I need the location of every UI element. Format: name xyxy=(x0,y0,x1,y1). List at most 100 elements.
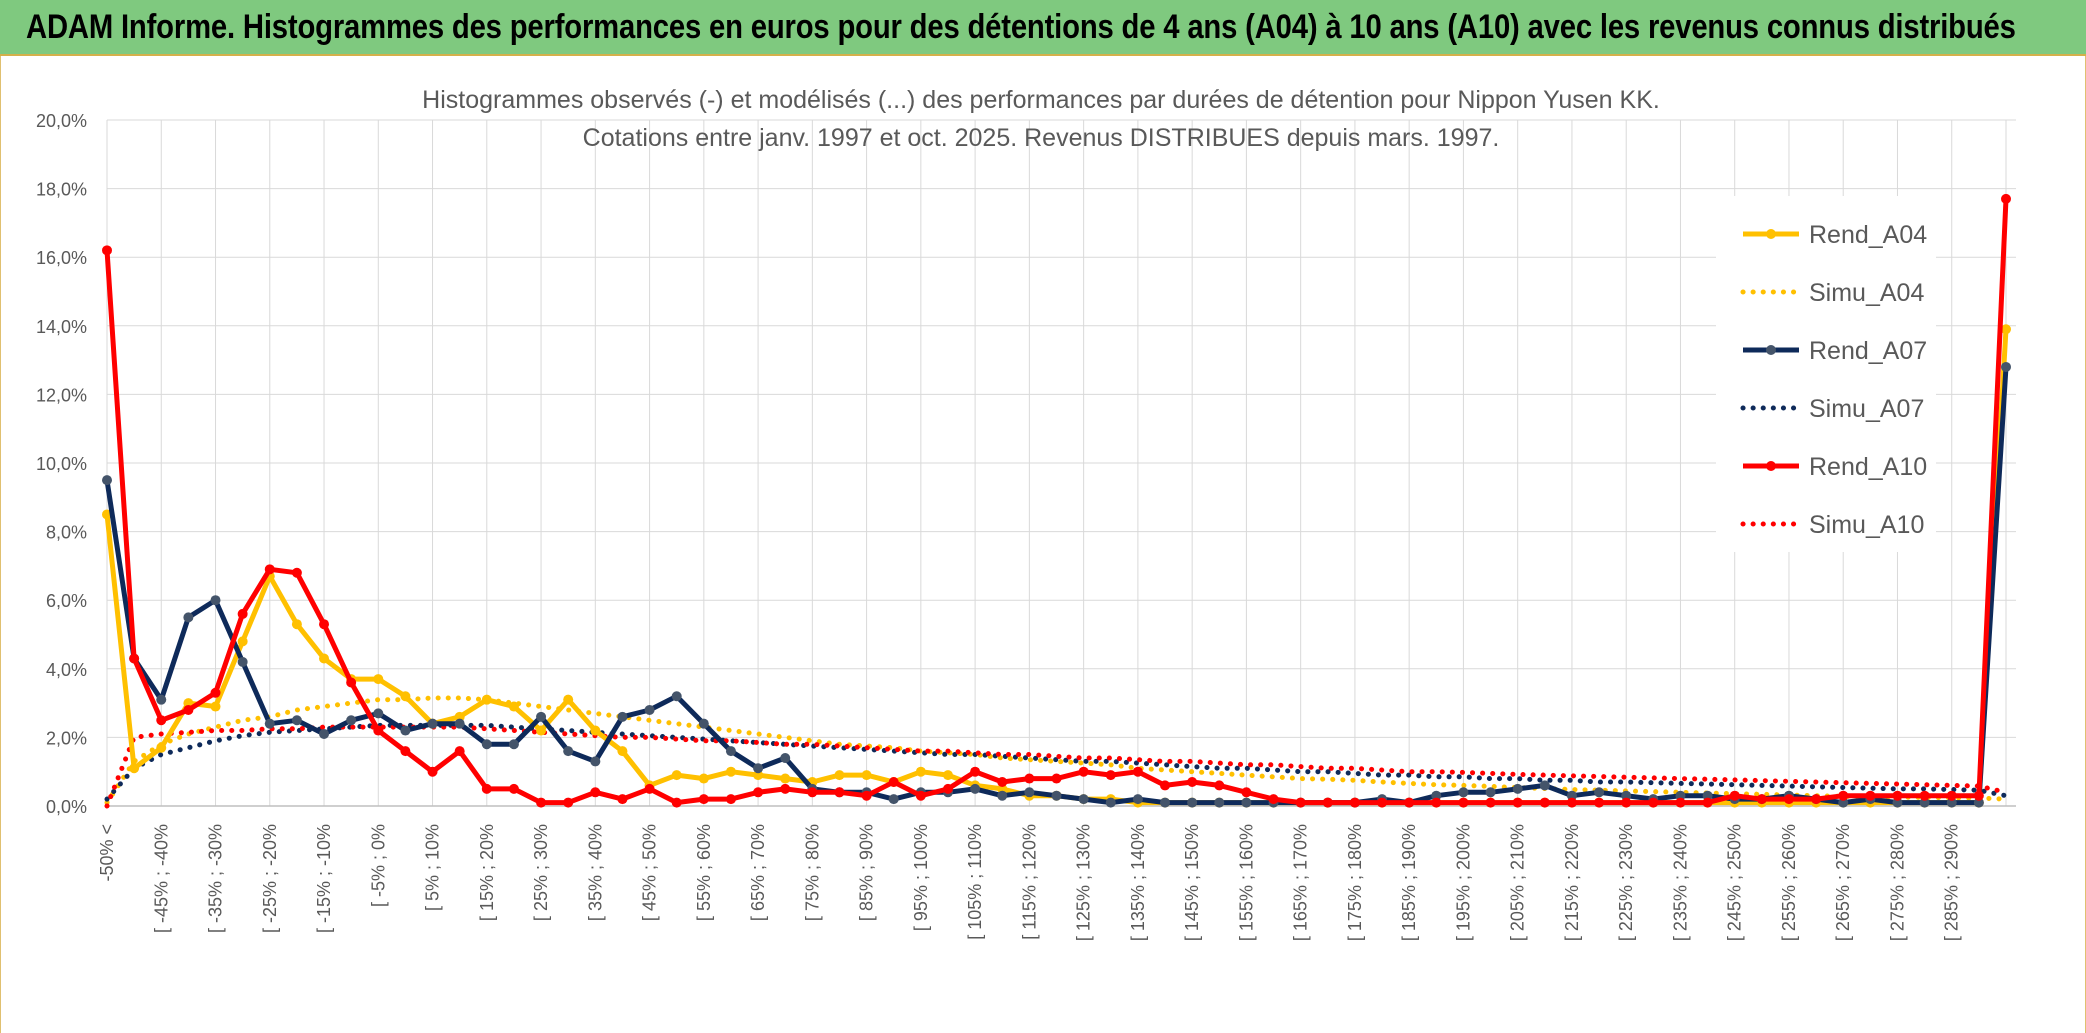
data-point xyxy=(915,766,926,777)
data-point xyxy=(156,715,167,726)
data-point xyxy=(1485,797,1496,808)
data-point xyxy=(264,564,275,575)
data-point xyxy=(942,770,953,781)
data-point xyxy=(1892,790,1903,801)
data-point xyxy=(400,691,411,702)
x-tick-label: [ 195% ; 200% xyxy=(1453,824,1473,941)
data-point xyxy=(807,787,818,798)
data-point xyxy=(617,794,628,805)
data-point xyxy=(1621,797,1632,808)
x-tick-label: [ 125% ; 130% xyxy=(1074,824,1094,941)
y-tick-label: 0,0% xyxy=(46,797,87,817)
data-point xyxy=(1539,780,1550,791)
data-point xyxy=(1214,780,1225,791)
data-point xyxy=(1675,790,1686,801)
data-point xyxy=(400,746,411,757)
data-point xyxy=(1241,787,1252,798)
data-point xyxy=(481,783,492,794)
data-point xyxy=(1051,790,1062,801)
y-tick-label: 8,0% xyxy=(46,523,87,543)
data-point xyxy=(1729,790,1740,801)
x-tick-label: [ 105% ; 110% xyxy=(965,824,985,940)
data-point xyxy=(644,704,655,715)
data-point xyxy=(1024,773,1035,784)
legend-marker xyxy=(1766,229,1776,239)
data-point xyxy=(888,794,899,805)
x-tick-label: [ -15% ; -10% xyxy=(314,824,334,933)
data-point xyxy=(264,718,275,729)
x-tick-label: [ 35% ; 40% xyxy=(585,824,605,921)
data-point xyxy=(536,711,547,722)
data-point xyxy=(1458,787,1469,798)
x-tick-label: [ -45% ; -40% xyxy=(151,824,171,933)
x-tick-label: [ 265% ; 270% xyxy=(1833,824,1853,941)
y-tick-label: 6,0% xyxy=(46,591,87,611)
chart-title: Histogrammes observés (-) et modélisés (… xyxy=(422,86,1660,114)
data-point xyxy=(1268,794,1279,805)
series-layer xyxy=(102,193,2011,809)
data-point xyxy=(1702,797,1713,808)
x-tick-label: [ 255% ; 260% xyxy=(1779,824,1799,941)
data-point xyxy=(1566,797,1577,808)
x-tick-label: [ 215% ; 220% xyxy=(1562,824,1582,941)
banner-title: ADAM Informe. Histogrammes des performan… xyxy=(26,8,2016,46)
data-point xyxy=(291,619,302,630)
data-point xyxy=(942,783,953,794)
data-point xyxy=(1539,797,1550,808)
x-tick-label: [ 75% ; 80% xyxy=(802,824,822,921)
data-point xyxy=(780,752,791,763)
chart: 0,0% 2,0% 4,0% 6,0% 8,0% 10,0% 12,0% 14,0% 16,0%… xyxy=(36,86,2016,941)
legend-item: Rend_A10 xyxy=(1743,453,1927,481)
x-tick-label: [ 205% ; 210% xyxy=(1508,824,1528,941)
x-tick-label: [ 245% ; 250% xyxy=(1725,824,1745,941)
legend-marker xyxy=(1766,461,1776,471)
chart-frame: 0,0% 2,0% 4,0% 6,0% 8,0% 10,0% 12,0% 14,0% 16,0%… xyxy=(0,56,2086,1033)
data-point xyxy=(698,718,709,729)
y-axis: 0,0% 2,0% 4,0% 6,0% 8,0% 10,0% 12,0% 14,0% 16,0%… xyxy=(36,111,87,817)
series-simu-a07 xyxy=(104,722,2009,802)
data-point xyxy=(861,790,872,801)
x-tick-label: [ 285% ; 290% xyxy=(1942,824,1962,941)
legend-item: Simu_A10 xyxy=(1740,511,1924,539)
data-point xyxy=(1756,794,1767,805)
y-tick-label: 12,0% xyxy=(36,385,87,405)
data-point xyxy=(1078,794,1089,805)
data-point xyxy=(563,694,574,705)
data-point xyxy=(373,725,384,736)
data-point xyxy=(156,694,167,705)
data-point xyxy=(291,715,302,726)
x-tick-label: [ 65% ; 70% xyxy=(748,824,768,921)
x-tick-label: [ 165% ; 170% xyxy=(1291,824,1311,941)
data-point xyxy=(671,797,682,808)
data-point xyxy=(373,708,384,719)
data-point xyxy=(997,783,1008,794)
data-point xyxy=(1675,797,1686,808)
data-point xyxy=(997,790,1008,801)
data-point xyxy=(698,773,709,784)
data-point xyxy=(671,691,682,702)
legend-item: Simu_A04 xyxy=(1740,279,1924,307)
series-line-simu-a04 xyxy=(104,695,2009,806)
data-point xyxy=(970,766,981,777)
data-point xyxy=(1838,797,1849,808)
data-point xyxy=(346,715,357,726)
legend-label: Simu_A04 xyxy=(1809,279,1924,307)
x-tick-label: [ 175% ; 180% xyxy=(1345,824,1365,941)
x-tick-label: [ 145% ; 150% xyxy=(1182,824,1202,941)
data-point xyxy=(1946,797,1957,808)
legend-box xyxy=(1716,196,1936,552)
legend-label: Rend_A07 xyxy=(1809,337,1927,365)
x-tick-label: [ -5% ; 0% xyxy=(368,824,388,907)
x-axis: -50% < [ -45% ; -40% [ -35% ; -30% [ -25% ;… xyxy=(97,805,2016,941)
data-point xyxy=(454,746,465,757)
x-tick-label: [ 15% ; 20% xyxy=(477,824,497,921)
data-point xyxy=(1919,790,1930,801)
data-point xyxy=(1214,797,1225,808)
legend-item: Simu_A07 xyxy=(1740,395,1924,423)
data-point xyxy=(725,746,736,757)
data-point xyxy=(508,783,519,794)
x-tick-label: [ 225% ; 230% xyxy=(1616,824,1636,941)
data-point xyxy=(1024,787,1035,798)
data-point xyxy=(753,763,764,774)
data-point xyxy=(753,787,764,798)
